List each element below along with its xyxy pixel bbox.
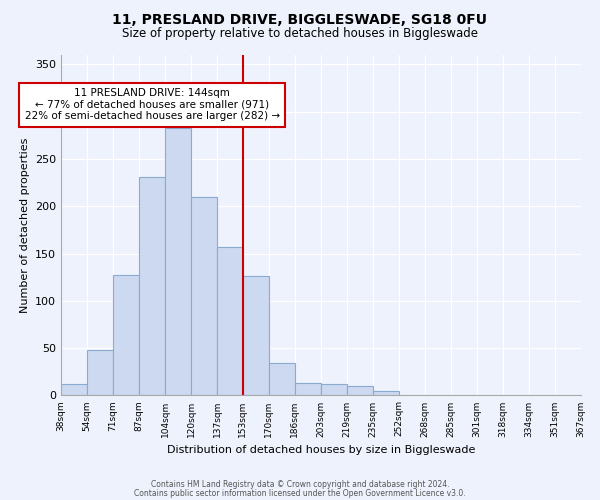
Text: Contains public sector information licensed under the Open Government Licence v3: Contains public sector information licen… [134,488,466,498]
Bar [191,197,217,396]
Bar [347,386,373,396]
Bar [295,383,321,396]
Bar [321,384,347,396]
Bar [243,276,269,396]
Bar [373,390,399,396]
Bar [113,276,139,396]
Bar [217,247,243,396]
X-axis label: Distribution of detached houses by size in Biggleswade: Distribution of detached houses by size … [167,445,475,455]
Bar [139,177,165,396]
Text: Size of property relative to detached houses in Biggleswade: Size of property relative to detached ho… [122,28,478,40]
Bar [269,364,295,396]
Bar [165,128,191,396]
Text: 11, PRESLAND DRIVE, BIGGLESWADE, SG18 0FU: 11, PRESLAND DRIVE, BIGGLESWADE, SG18 0F… [113,12,487,26]
Text: 11 PRESLAND DRIVE: 144sqm
← 77% of detached houses are smaller (971)
22% of semi: 11 PRESLAND DRIVE: 144sqm ← 77% of detac… [25,88,280,122]
Bar [61,384,87,396]
Text: Contains HM Land Registry data © Crown copyright and database right 2024.: Contains HM Land Registry data © Crown c… [151,480,449,489]
Bar [87,350,113,396]
Y-axis label: Number of detached properties: Number of detached properties [20,138,29,313]
